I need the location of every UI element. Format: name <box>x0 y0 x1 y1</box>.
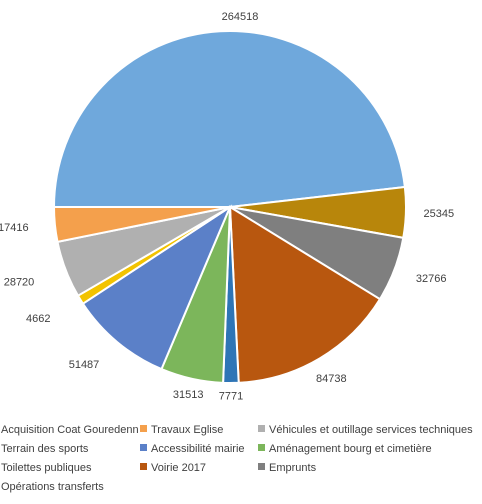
pie-slice <box>52 30 406 208</box>
legend-swatch <box>258 463 265 470</box>
data-label: 31513 <box>173 389 204 401</box>
pie-slice <box>228 205 382 384</box>
data-label: 28720 <box>4 277 35 289</box>
legend-item: Opérations transferts <box>1 481 104 493</box>
legend-swatch <box>140 425 147 432</box>
legend-label: Acquisition Coat Gouredenn <box>1 424 139 436</box>
data-label: 51487 <box>69 359 100 371</box>
data-label: 17416 <box>0 222 29 234</box>
legend-item: Acquisition Coat Gouredenn <box>1 424 139 436</box>
data-label: 84738 <box>316 373 347 385</box>
data-label: 264518 <box>222 11 259 23</box>
data-label: 32766 <box>416 273 447 285</box>
legend-label: Accessibilité mairie <box>151 443 245 455</box>
legend-swatch <box>258 425 265 432</box>
legend: Acquisition Coat Gouredenn Travaux Eglise… <box>1 424 473 493</box>
legend-label: Terrain des sports <box>1 443 89 455</box>
legend-label: Toilettes publiques <box>1 462 92 474</box>
data-label: 7771 <box>219 390 243 402</box>
legend-label: Véhicules et outillage services techniqu… <box>269 424 473 436</box>
legend-item: Voirie 2017 <box>140 462 206 474</box>
legend-swatch <box>140 463 147 470</box>
pie-slice <box>52 206 231 244</box>
legend-label: Travaux Eglise <box>151 424 223 436</box>
pie-slice <box>81 204 233 371</box>
legend-label: Emprunts <box>269 462 317 474</box>
legend-item: Aménagement bourg et cimetière <box>258 443 432 455</box>
data-label: 4662 <box>26 313 50 325</box>
legend-item: Travaux Eglise <box>140 424 223 436</box>
pie-slices <box>52 30 407 384</box>
legend-label: Aménagement bourg et cimetière <box>269 443 432 455</box>
data-label: 25345 <box>424 208 455 220</box>
legend-label: Voirie 2017 <box>151 462 206 474</box>
legend-item: Terrain des sports <box>1 443 89 455</box>
data-labels: 264518 25345 32766 84738 7771 31513 51487 4662 2… <box>0 11 454 402</box>
legend-item: Véhicules et outillage services techniqu… <box>258 424 473 436</box>
legend-swatch <box>258 444 265 451</box>
legend-swatch <box>140 444 147 451</box>
legend-label: Opérations transferts <box>1 481 104 493</box>
legend-item: Emprunts <box>258 462 317 474</box>
legend-item: Toilettes publiques <box>1 462 92 474</box>
legend-item: Accessibilité mairie <box>140 443 245 455</box>
